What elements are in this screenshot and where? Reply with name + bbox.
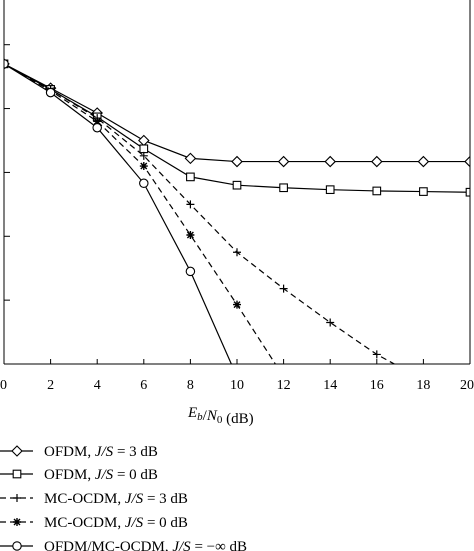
x-axis-label: Eb/N0 (dB) (187, 405, 254, 427)
tick-labels: 0 2 4 6 8 10 12 14 16 18 20 (0, 378, 474, 393)
series-line-2 (4, 63, 470, 193)
legend-label: OFDM, J/S = 3 dB (44, 444, 158, 460)
legend-marker (12, 469, 22, 479)
legend-item-1: OFDM, J/S = 3 dB (0, 444, 158, 460)
legend-label: OFDM/MC-OCDM, J/S = −∞ dB (44, 539, 247, 551)
data-point-s1-8 (371, 155, 383, 168)
x-tick-label: 18 (416, 378, 430, 393)
data-point-s4-3 (139, 162, 148, 171)
data-point-s2-8 (372, 186, 382, 196)
x-tick-label: 0 (0, 378, 7, 393)
data-point-s1-5 (231, 155, 243, 168)
data-point-s3-4 (186, 200, 195, 209)
x-tick-label: 20 (460, 378, 474, 393)
x-tick-label: 2 (47, 378, 54, 393)
x-tick-label: 8 (187, 378, 194, 393)
data-point-s2-10 (465, 187, 470, 197)
data-point-s4-2 (93, 117, 102, 126)
data-point-s1-3 (138, 134, 150, 147)
data-point-s5-2 (92, 122, 102, 133)
x-tick-label: 14 (323, 378, 337, 393)
x-tick-label: 6 (140, 378, 147, 393)
data-point-s3-6 (279, 284, 288, 293)
legend-item-4: MC-OCDM, J/S = 0 dB (0, 515, 188, 531)
series-4 (4, 59, 277, 364)
plot-area (4, 58, 470, 364)
data-point-s1-9 (417, 155, 430, 168)
data-point-s1-10 (464, 155, 470, 168)
legend-marker (13, 518, 21, 526)
data-point-s2-5 (232, 180, 242, 190)
legend-marker (13, 494, 21, 502)
data-point-s1-6 (277, 155, 290, 168)
data-point-s1-4 (184, 152, 197, 165)
data-point-s2-7 (325, 185, 335, 195)
legend-label: OFDM, J/S = 0 dB (44, 467, 158, 483)
x-tick-label: 12 (277, 378, 291, 393)
data-point-s2-9 (419, 187, 428, 196)
legend-item-2: OFDM, J/S = 0 dB (0, 467, 158, 483)
series-line-4 (4, 63, 277, 364)
series-1 (4, 58, 470, 168)
data-point-s4-4 (186, 231, 195, 240)
data-point-s2-4 (186, 172, 195, 182)
data-point-s4-5 (233, 300, 241, 309)
series-3 (4, 59, 396, 364)
data-point-s2-6 (279, 183, 288, 193)
legend-label: MC-OCDM, J/S = 3 dB (44, 491, 188, 507)
data-point-s5-0 (4, 59, 9, 69)
data-point-s5-4 (185, 266, 196, 277)
legend: OFDM, J/S = 3 dB OFDM, J/S = 0 dB MC-OCDM,… (0, 444, 247, 551)
x-tick-label: 16 (370, 378, 384, 393)
data-point-s3-7 (326, 318, 335, 327)
series-line-3 (4, 63, 396, 364)
x-tick-label: 10 (230, 378, 244, 393)
data-point-s5-3 (139, 178, 149, 189)
data-point-s3-8 (372, 350, 381, 359)
data-point-s1-7 (324, 155, 336, 168)
series-line-5 (4, 63, 233, 364)
legend-label: MC-OCDM, J/S = 0 dB (44, 515, 188, 531)
legend-item-3: MC-OCDM, J/S = 3 dB (0, 491, 188, 507)
axes (3, 0, 471, 365)
legend-marker (11, 445, 23, 457)
legend-item-5: OFDM/MC-OCDM, J/S = −∞ dB (0, 539, 247, 551)
series-line-1 (4, 63, 470, 163)
x-tick-label: 4 (94, 378, 101, 393)
data-point-s5-1 (45, 87, 56, 98)
series-5 (4, 59, 233, 364)
data-point-s3-3 (139, 151, 148, 160)
data-point-s2-3 (139, 144, 149, 154)
data-point-s3-5 (233, 248, 241, 257)
series-2 (4, 59, 470, 197)
legend-marker (12, 541, 22, 551)
